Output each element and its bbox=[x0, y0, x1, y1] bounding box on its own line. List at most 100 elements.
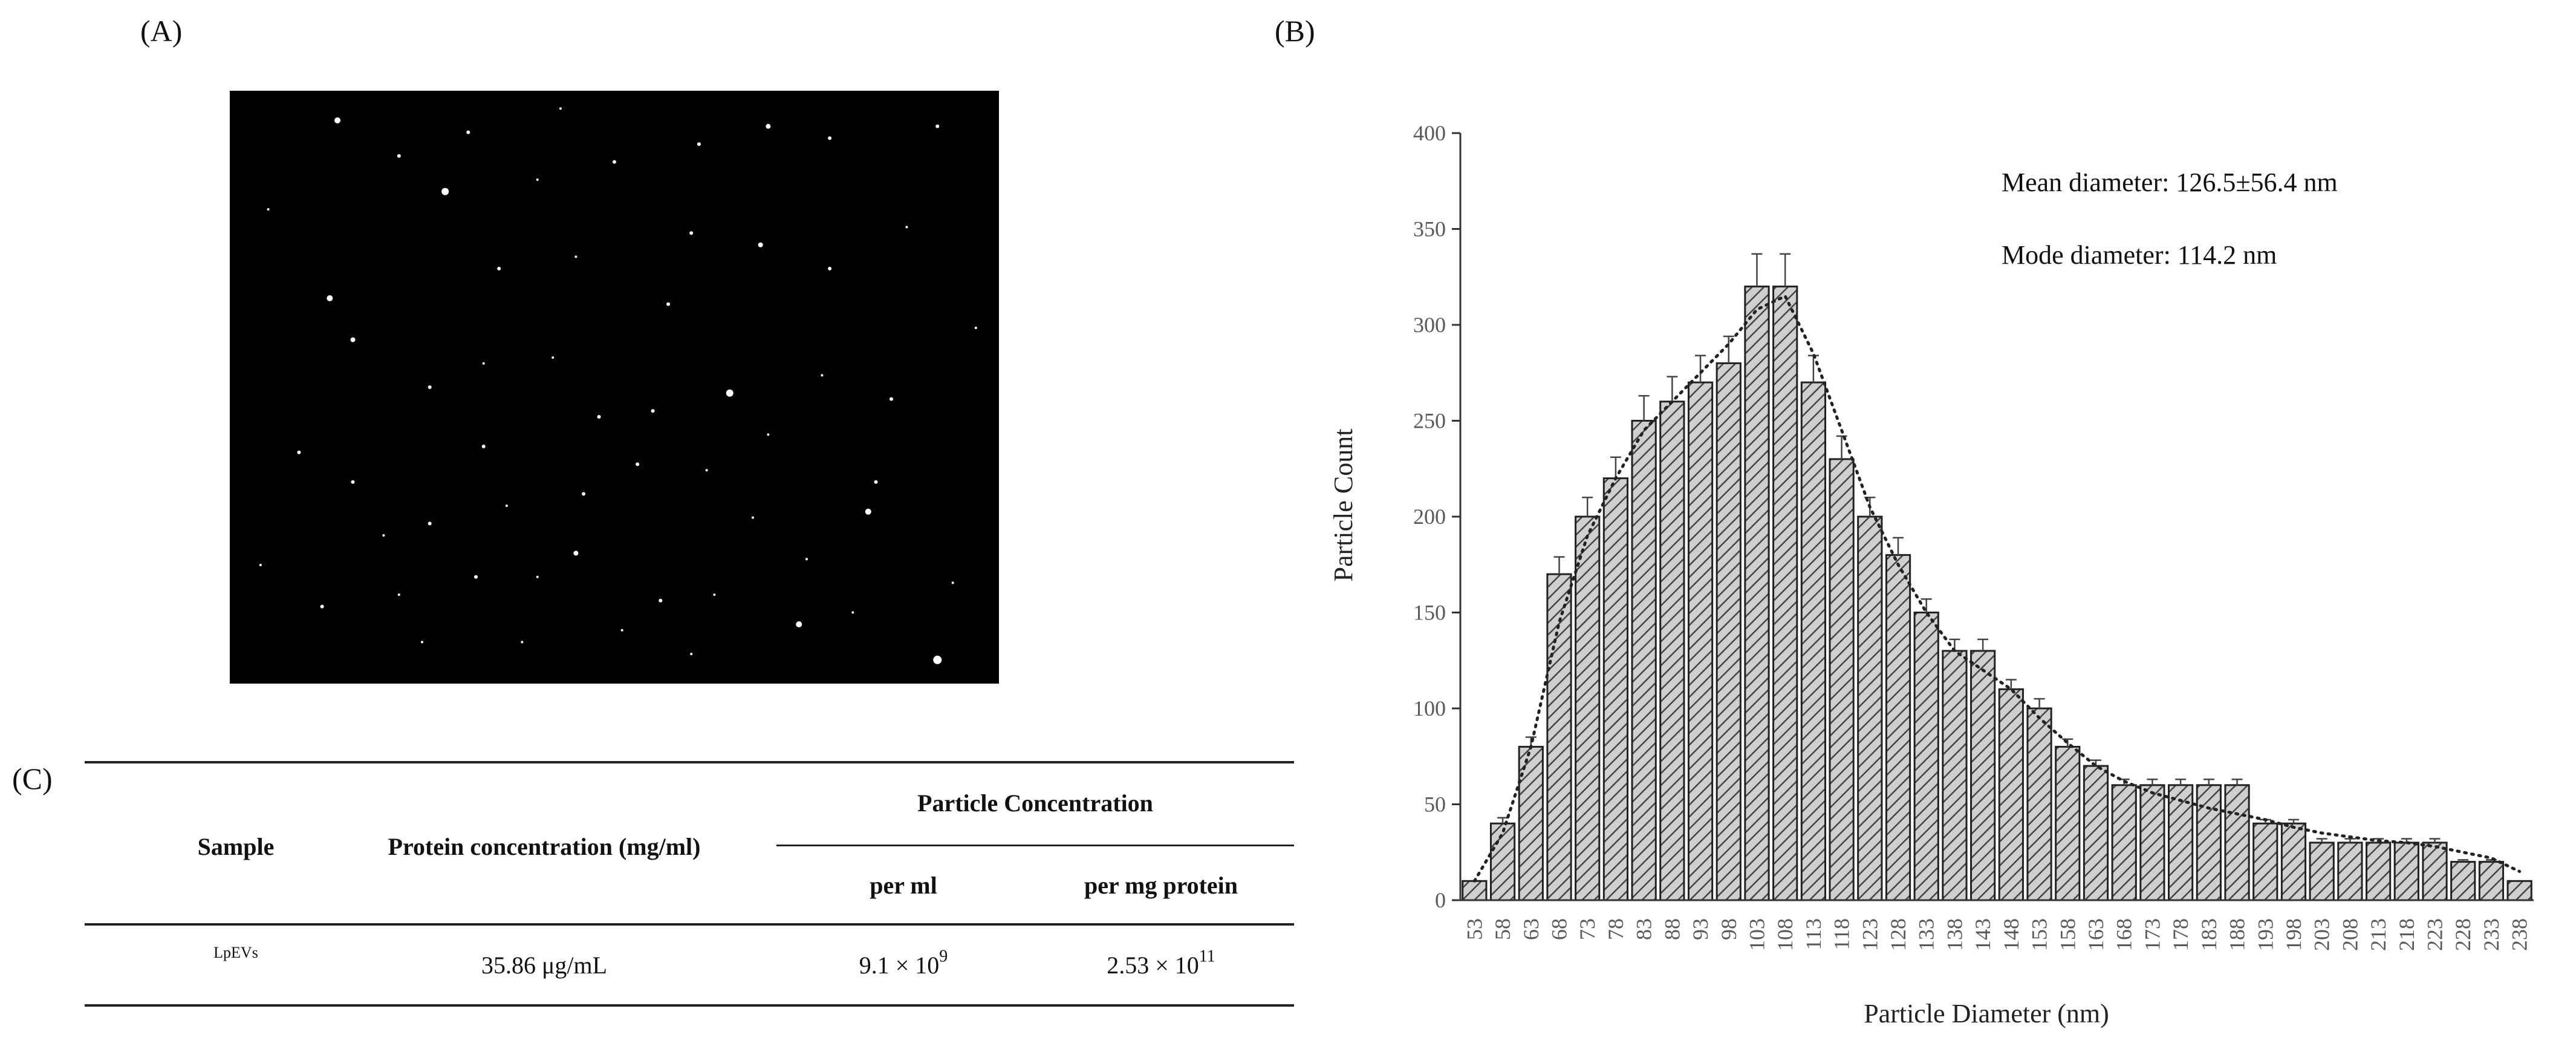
bar bbox=[1774, 287, 1797, 900]
bar bbox=[1688, 382, 1712, 900]
x-tick-label: 68 bbox=[1547, 918, 1571, 940]
particle-spot bbox=[483, 362, 485, 365]
particle-spot bbox=[828, 267, 831, 270]
particle-spot bbox=[398, 593, 400, 596]
x-tick-label: 148 bbox=[1999, 918, 2023, 951]
particle-spot bbox=[805, 558, 808, 560]
particle-spot bbox=[851, 611, 854, 613]
x-tick-label: 213 bbox=[2366, 918, 2390, 951]
particle-spot bbox=[659, 599, 662, 603]
bar bbox=[2112, 785, 2136, 900]
particle-spot bbox=[890, 397, 893, 401]
concentration-table: Sample Protein concentration (mg/ml) Par… bbox=[85, 761, 1294, 1015]
particle-spot bbox=[796, 621, 802, 627]
bar bbox=[2084, 766, 2107, 900]
particle-spot bbox=[828, 136, 831, 140]
y-tick-label: 50 bbox=[1424, 792, 1446, 817]
x-tick-label: 133 bbox=[1914, 918, 1939, 951]
y-tick-label: 200 bbox=[1413, 505, 1446, 529]
bar bbox=[1971, 651, 1995, 900]
y-tick-label: 100 bbox=[1413, 696, 1446, 721]
particle-spot bbox=[441, 188, 449, 195]
x-tick-label: 233 bbox=[2479, 918, 2503, 951]
particle-spot bbox=[536, 178, 539, 181]
x-tick-label: 63 bbox=[1519, 918, 1543, 940]
particle-spot bbox=[327, 295, 333, 301]
particle-spot bbox=[874, 480, 877, 484]
particle-spot bbox=[758, 243, 763, 247]
mode-diameter-annotation: Mode diameter: 114.2 nm bbox=[2002, 240, 2277, 270]
particle-spot bbox=[482, 445, 486, 448]
mean-diameter-annotation: Mean diameter: 126.5±56.4 nm bbox=[2002, 168, 2338, 197]
x-tick-label: 73 bbox=[1575, 918, 1599, 940]
particle-spot bbox=[573, 551, 578, 555]
x-tick-label: 153 bbox=[2028, 918, 2052, 951]
particle-spot bbox=[821, 374, 823, 376]
y-axis-title: Particle Count bbox=[1330, 429, 1358, 582]
header-per-ml: per ml bbox=[776, 871, 1030, 900]
micrograph-image bbox=[230, 91, 999, 684]
particle-spot bbox=[259, 564, 262, 566]
bar bbox=[2197, 785, 2220, 900]
x-tick-label: 163 bbox=[2084, 918, 2108, 951]
particle-spot bbox=[382, 534, 385, 537]
particle-spot bbox=[466, 131, 470, 134]
particle-header-rule bbox=[776, 845, 1294, 846]
bar bbox=[1660, 402, 1684, 900]
header-particle-concentration: Particle Concentration bbox=[776, 789, 1294, 817]
x-tick-label: 98 bbox=[1717, 918, 1741, 940]
x-tick-label: 193 bbox=[2253, 918, 2277, 951]
bar bbox=[2282, 823, 2305, 900]
bar bbox=[2479, 862, 2503, 900]
micrograph-background bbox=[230, 91, 999, 684]
bar bbox=[1604, 479, 1627, 900]
table-header-rule bbox=[85, 923, 1294, 926]
bar bbox=[2366, 843, 2390, 900]
x-tick-label: 208 bbox=[2338, 918, 2362, 951]
x-tick-label: 238 bbox=[2508, 918, 2532, 951]
particle-spot bbox=[697, 142, 701, 146]
y-tick-label: 150 bbox=[1413, 601, 1446, 625]
particle-spot bbox=[766, 124, 770, 129]
particle-spot bbox=[297, 451, 301, 454]
particle-spot bbox=[651, 409, 655, 413]
particle-spot bbox=[574, 255, 577, 258]
bar bbox=[1914, 613, 1938, 901]
x-tick-label: 93 bbox=[1688, 918, 1712, 940]
x-tick-label: 53 bbox=[1462, 918, 1486, 940]
particle-spot bbox=[690, 653, 692, 655]
bar bbox=[2310, 843, 2334, 900]
x-tick-label: 223 bbox=[2423, 918, 2447, 951]
x-axis-title: Particle Diameter (nm) bbox=[1864, 999, 2109, 1028]
bar bbox=[1547, 574, 1571, 900]
y-tick-label: 400 bbox=[1413, 121, 1446, 145]
table-row-per-ml: 9.1 × 109 bbox=[776, 951, 1030, 979]
particle-spot bbox=[320, 605, 324, 609]
x-tick-label: 128 bbox=[1886, 918, 1910, 951]
particle-spot bbox=[975, 327, 977, 329]
bar bbox=[1632, 421, 1656, 901]
x-tick-label: 108 bbox=[1773, 918, 1797, 951]
x-tick-label: 123 bbox=[1858, 918, 1882, 951]
x-tick-label: 228 bbox=[2451, 918, 2475, 951]
particle-spot bbox=[334, 117, 340, 123]
y-tick-label: 250 bbox=[1413, 409, 1446, 433]
panel-label-b: (B) bbox=[1275, 13, 1315, 48]
header-per-mg-protein: per mg protein bbox=[1028, 871, 1294, 900]
bar bbox=[2423, 843, 2447, 900]
x-tick-label: 138 bbox=[1942, 918, 1966, 951]
bar bbox=[2141, 785, 2164, 900]
particle-size-chart: 0 50 100 150 200 250 300 350 400 53 58 63 68 73 78 83 8… bbox=[1330, 109, 2552, 1041]
particle-spot bbox=[551, 356, 554, 359]
bar bbox=[2028, 708, 2051, 900]
bar bbox=[2508, 881, 2531, 900]
bar bbox=[1519, 747, 1543, 900]
particle-spot bbox=[935, 125, 939, 128]
particle-spot bbox=[474, 575, 478, 579]
bar bbox=[1830, 459, 1853, 900]
x-tick-label: 178 bbox=[2168, 918, 2193, 951]
particle-spot bbox=[428, 521, 432, 525]
y-tick-label: 300 bbox=[1413, 313, 1446, 337]
x-tick-label: 168 bbox=[2112, 918, 2136, 951]
bar bbox=[1943, 651, 1966, 900]
